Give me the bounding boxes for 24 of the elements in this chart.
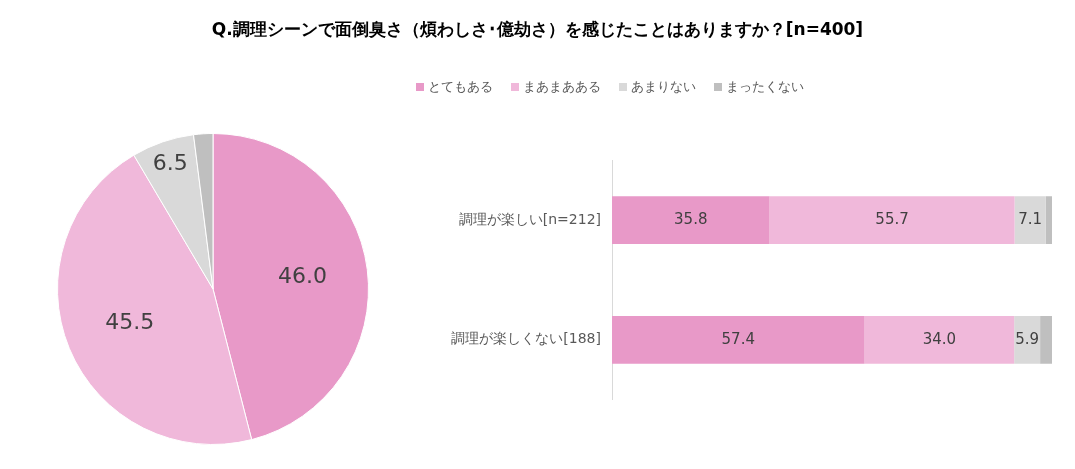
chart-title: Q.調理シーンで面倒臭さ（煩わしさ･億劫さ）を感じたことはありますか？[n=400] [210, 18, 865, 41]
data-label: 34.0 [922, 329, 957, 348]
data-label: 57.4 [721, 329, 755, 348]
data-label: 5.9 [1015, 329, 1040, 348]
y-tick-label: 調理が楽しくない[188] [451, 330, 601, 347]
data-label: 6.5 [152, 149, 188, 175]
bar [769, 196, 1015, 245]
legend-label: まあまあある [523, 78, 601, 96]
bar [1040, 315, 1052, 364]
bar [1045, 196, 1052, 245]
data-label: 55.7 [875, 210, 909, 229]
legend-label: とてもある [428, 78, 493, 96]
bar [612, 315, 865, 364]
legend-label: まったくない [726, 78, 804, 96]
bar [612, 196, 770, 245]
bar [864, 315, 1015, 364]
y-tick-label: 調理が楽しい[n=212] [458, 210, 601, 227]
legend-label: あまりない [631, 78, 696, 96]
data-label: 35.8 [674, 210, 708, 229]
data-label: 46.0 [277, 263, 327, 289]
bar [1014, 196, 1046, 245]
data-label: 45.5 [105, 309, 155, 335]
bar [1014, 315, 1041, 364]
data-label: 7.1 [1018, 210, 1043, 229]
